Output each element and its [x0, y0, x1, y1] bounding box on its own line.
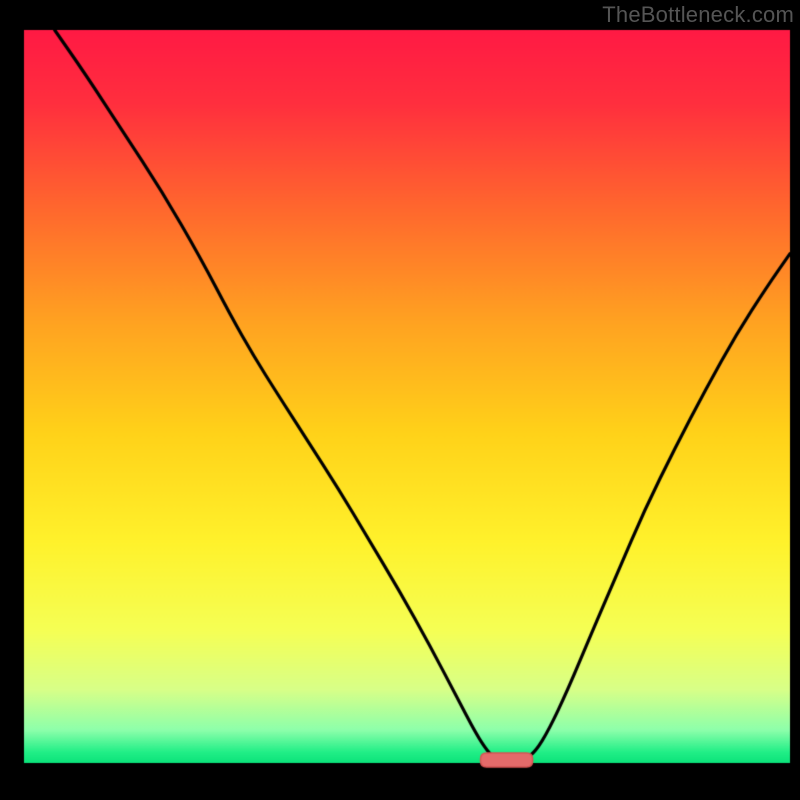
watermark-label: TheBottleneck.com	[602, 2, 794, 28]
chart-stage: TheBottleneck.com	[0, 0, 800, 800]
bottleneck-canvas	[0, 0, 800, 800]
